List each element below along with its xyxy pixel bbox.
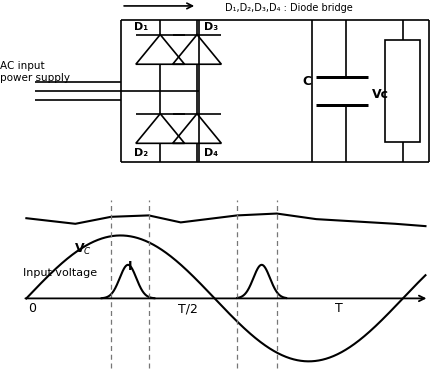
Text: D₄: D₄	[204, 148, 218, 158]
Text: D₁,D₂,D₃,D₄ : Diode bridge: D₁,D₂,D₃,D₄ : Diode bridge	[225, 3, 353, 13]
Text: I: I	[157, 0, 162, 3]
Text: 0: 0	[28, 302, 36, 315]
Text: Input voltage: Input voltage	[23, 268, 97, 278]
Text: C: C	[303, 75, 312, 88]
Text: D₂: D₂	[134, 148, 148, 158]
Text: V$_C$: V$_C$	[74, 242, 92, 257]
Text: AC input
power supply: AC input power supply	[0, 62, 70, 83]
Text: D₁: D₁	[134, 22, 148, 32]
Bar	[385, 40, 420, 142]
Text: D₃: D₃	[204, 22, 218, 32]
Text: T: T	[335, 302, 343, 315]
Text: I: I	[128, 260, 132, 273]
Text: T/2: T/2	[178, 302, 198, 315]
Text: Vᴄ: Vᴄ	[372, 88, 389, 101]
